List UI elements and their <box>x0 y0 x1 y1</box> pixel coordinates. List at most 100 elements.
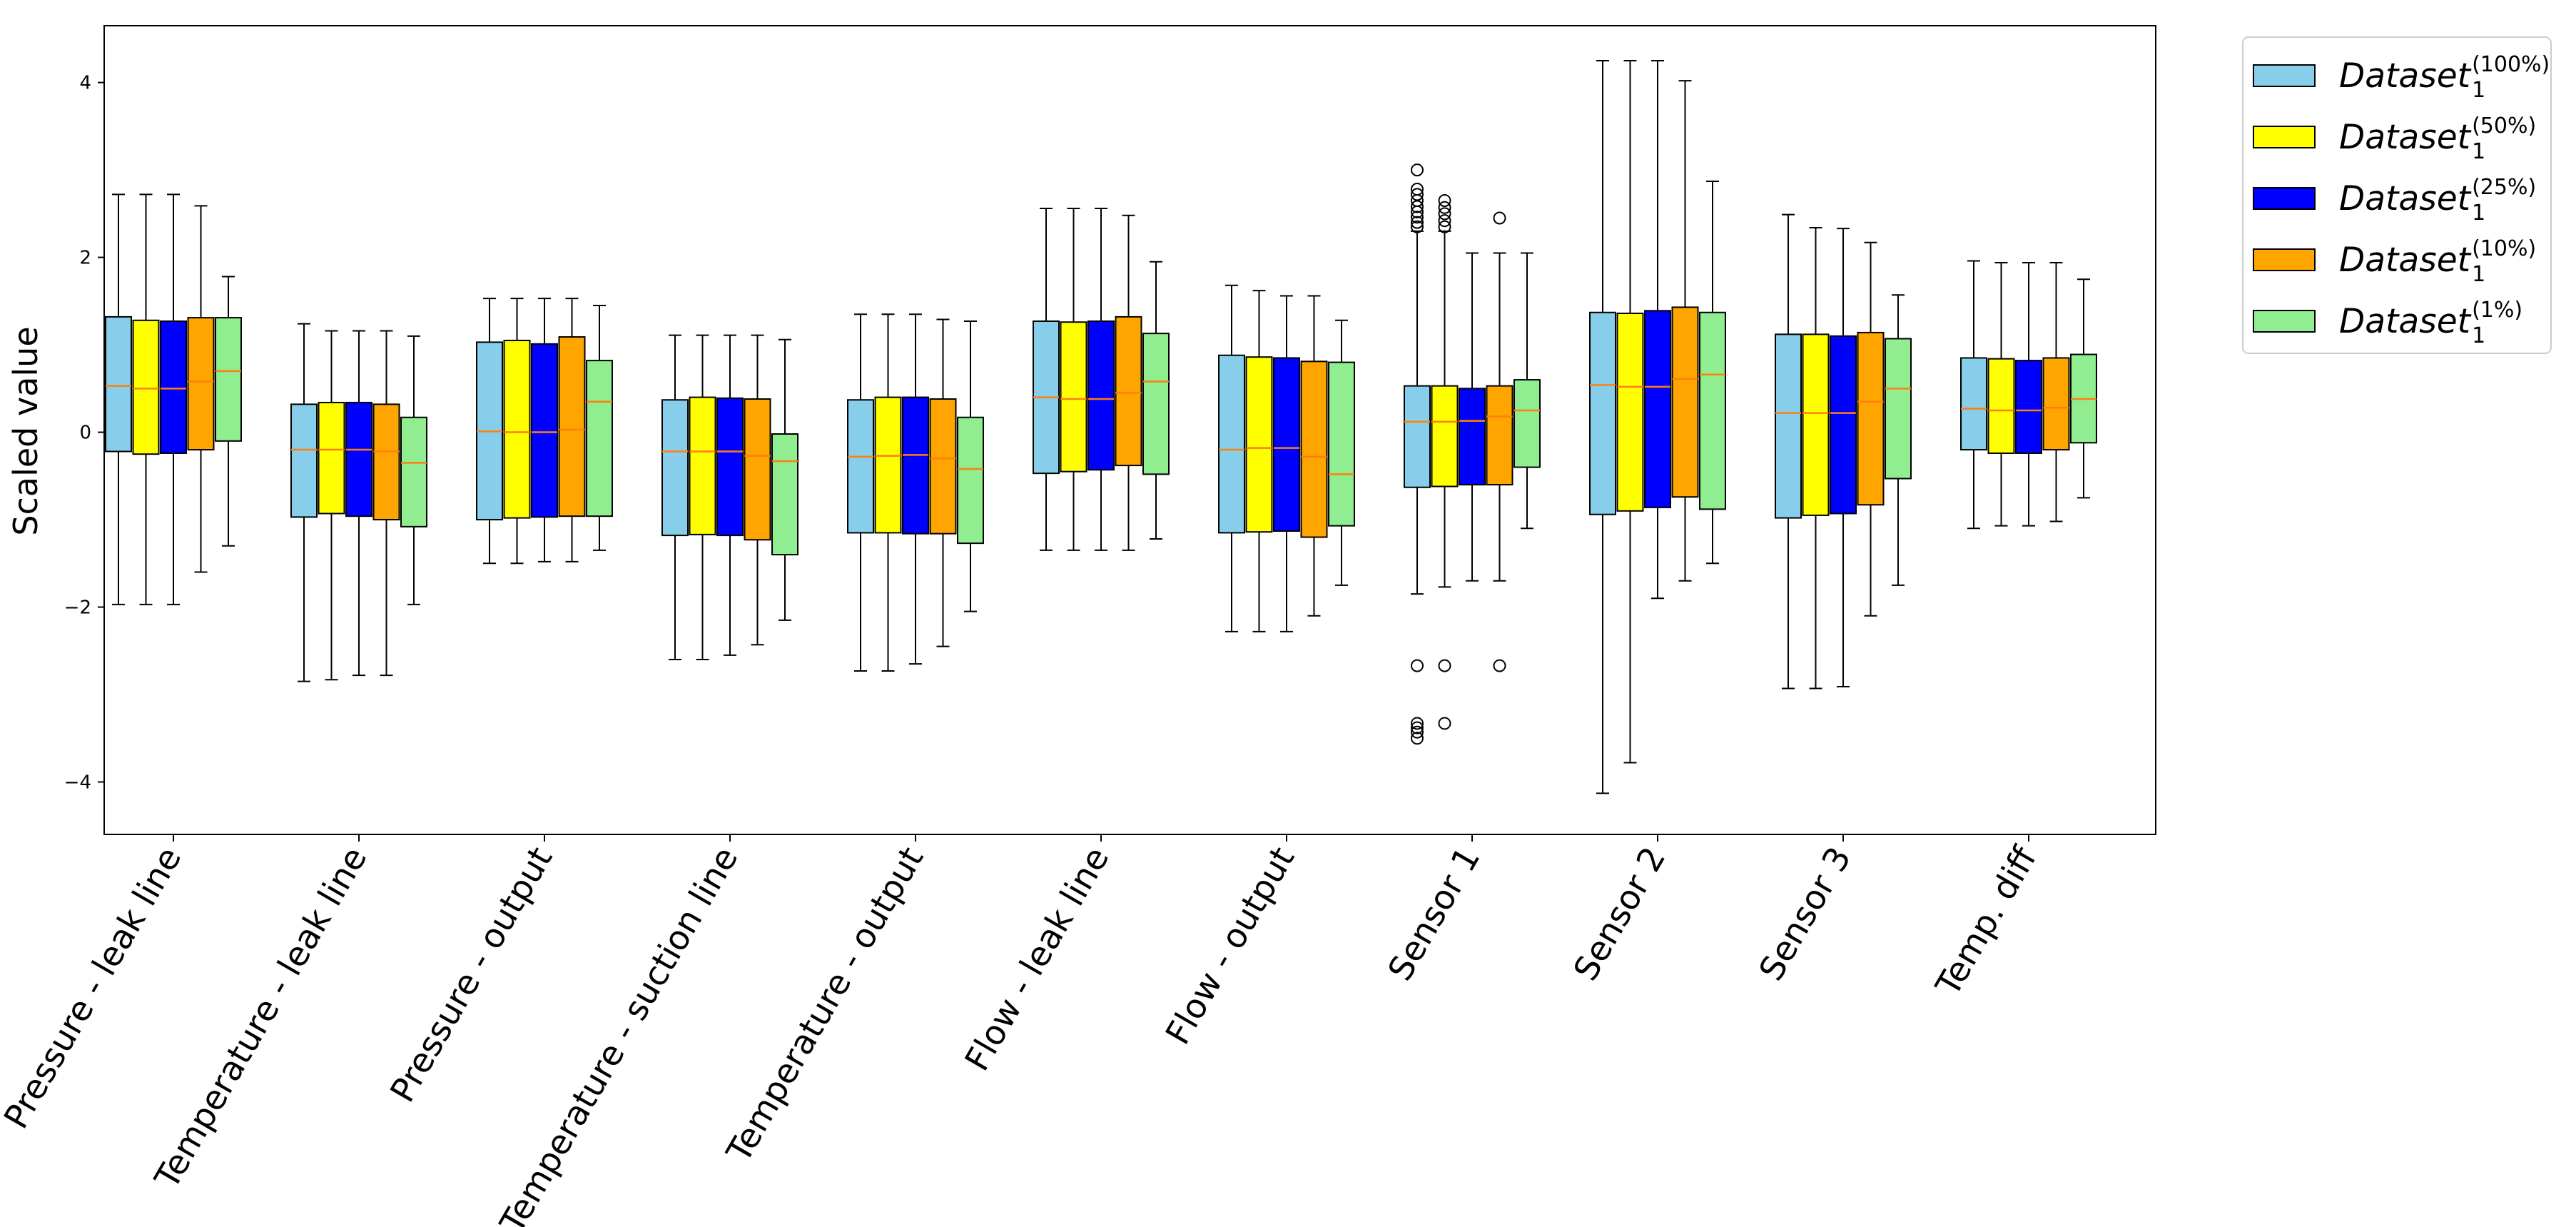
outlier-point <box>1411 721 1424 734</box>
outlier-point <box>1411 732 1424 745</box>
box-body <box>929 398 957 535</box>
box-body <box>1486 385 1513 486</box>
box-7-3 <box>1486 211 1513 672</box>
x-tick-label: Flow - leak line <box>958 841 1117 1078</box>
box-body <box>1060 321 1087 473</box>
legend-item: Dataset(100%)1 <box>2253 52 2550 103</box>
box-9-1 <box>1802 226 1830 690</box>
legend-item: Dataset(10%)1 <box>2253 236 2536 287</box>
box-body <box>1218 354 1245 534</box>
x-tick-label: Temp. diff <box>1928 839 2045 1003</box>
x-tick-label: Flow - output <box>1158 841 1302 1051</box>
box-body <box>318 401 345 515</box>
box-2-4 <box>586 304 613 551</box>
box-body <box>1115 315 1142 467</box>
box-body <box>160 320 187 454</box>
legend-subscript: 1 <box>2472 139 2485 164</box>
y-tick-label: 2 <box>79 248 91 269</box>
box-body <box>744 398 771 541</box>
box-body <box>1087 320 1115 471</box>
box-body <box>1699 311 1726 510</box>
box-body <box>1273 357 1300 532</box>
box-0-4 <box>215 276 242 547</box>
outlier-point <box>1411 163 1424 177</box>
legend-swatch <box>2253 310 2316 333</box>
box-1-1 <box>318 330 345 681</box>
legend-subscript: 1 <box>2472 323 2485 348</box>
box-8-2 <box>1644 59 1671 600</box>
box-body <box>2042 357 2070 451</box>
box-body <box>586 360 613 517</box>
box-body <box>902 396 929 535</box>
box-body <box>1644 310 1671 508</box>
box-8-1 <box>1616 59 1644 764</box>
legend-swatch <box>2253 187 2316 210</box>
box-body <box>1830 335 1857 515</box>
legend-item: Dataset(1%)1 <box>2253 298 2522 348</box>
outlier-point <box>1411 659 1424 672</box>
outlier-point <box>1411 216 1424 229</box>
outlier-point <box>1438 659 1451 672</box>
legend-subscript: 1 <box>2472 78 2485 103</box>
box-8-4 <box>1699 181 1726 565</box>
box-5-3 <box>1115 214 1142 551</box>
legend: Dataset(100%)1Dataset(50%)1Dataset(25%)1… <box>2242 36 2552 354</box>
box-6-0 <box>1218 284 1245 632</box>
box-body <box>1671 306 1699 498</box>
box-body <box>372 403 400 521</box>
x-tick-label: Temperature - output <box>719 841 931 1170</box>
box-body <box>1142 333 1170 475</box>
box-3-1 <box>689 334 716 661</box>
box-7-1 <box>1431 193 1459 730</box>
box-6-1 <box>1245 290 1273 632</box>
box-body <box>1459 388 1486 486</box>
outlier-point <box>1438 207 1451 221</box>
box-body <box>290 403 318 518</box>
box-0-0 <box>105 193 132 605</box>
box-6-3 <box>1300 295 1328 617</box>
box-5-0 <box>1033 207 1060 551</box>
box-body <box>1987 358 2015 454</box>
outlier-point <box>1438 214 1451 228</box>
legend-label: Dataset(100%) <box>2339 52 2550 96</box>
box-4-1 <box>874 313 902 672</box>
box-5-1 <box>1060 207 1087 551</box>
legend-label: Dataset(50%) <box>2339 113 2536 157</box>
box-8-3 <box>1671 80 1699 582</box>
box-1-4 <box>400 335 427 605</box>
y-axis-label: Scaled value <box>6 326 45 535</box>
x-tick-label: Sensor 2 <box>1566 841 1674 988</box>
box-7-4 <box>1513 252 1541 530</box>
outlier-point <box>1411 200 1424 213</box>
box-10-2 <box>2015 261 2042 527</box>
outlier-point <box>1493 211 1506 225</box>
outlier-point <box>1493 659 1506 672</box>
box-body <box>689 396 716 535</box>
box-body <box>1885 338 1912 480</box>
box-8-0 <box>1589 59 1616 794</box>
box-body <box>2015 360 2042 454</box>
box-2-0 <box>476 298 503 565</box>
box-body <box>1802 333 1830 516</box>
box-body <box>187 317 215 451</box>
box-body <box>1513 379 1541 468</box>
y-tick-label: −2 <box>64 597 91 619</box>
box-10-1 <box>1987 261 2015 527</box>
outlier-point <box>1438 220 1451 233</box>
box-4-3 <box>929 318 957 647</box>
outlier-point <box>1411 188 1424 201</box>
y-tick-label: 4 <box>79 73 91 94</box>
outlier-point <box>1438 193 1451 207</box>
box-body <box>215 317 242 442</box>
box-body <box>558 336 586 517</box>
plot-area <box>103 25 2156 835</box>
legend-label: Dataset(10%) <box>2339 236 2536 280</box>
box-6-2 <box>1273 295 1300 632</box>
box-0-2 <box>160 193 187 605</box>
box-4-0 <box>847 313 874 672</box>
legend-label: Dataset(1%) <box>2339 298 2522 341</box>
x-tick-label: Temperature - leak line <box>147 841 375 1196</box>
box-body <box>847 399 874 534</box>
box-4-2 <box>902 313 929 665</box>
